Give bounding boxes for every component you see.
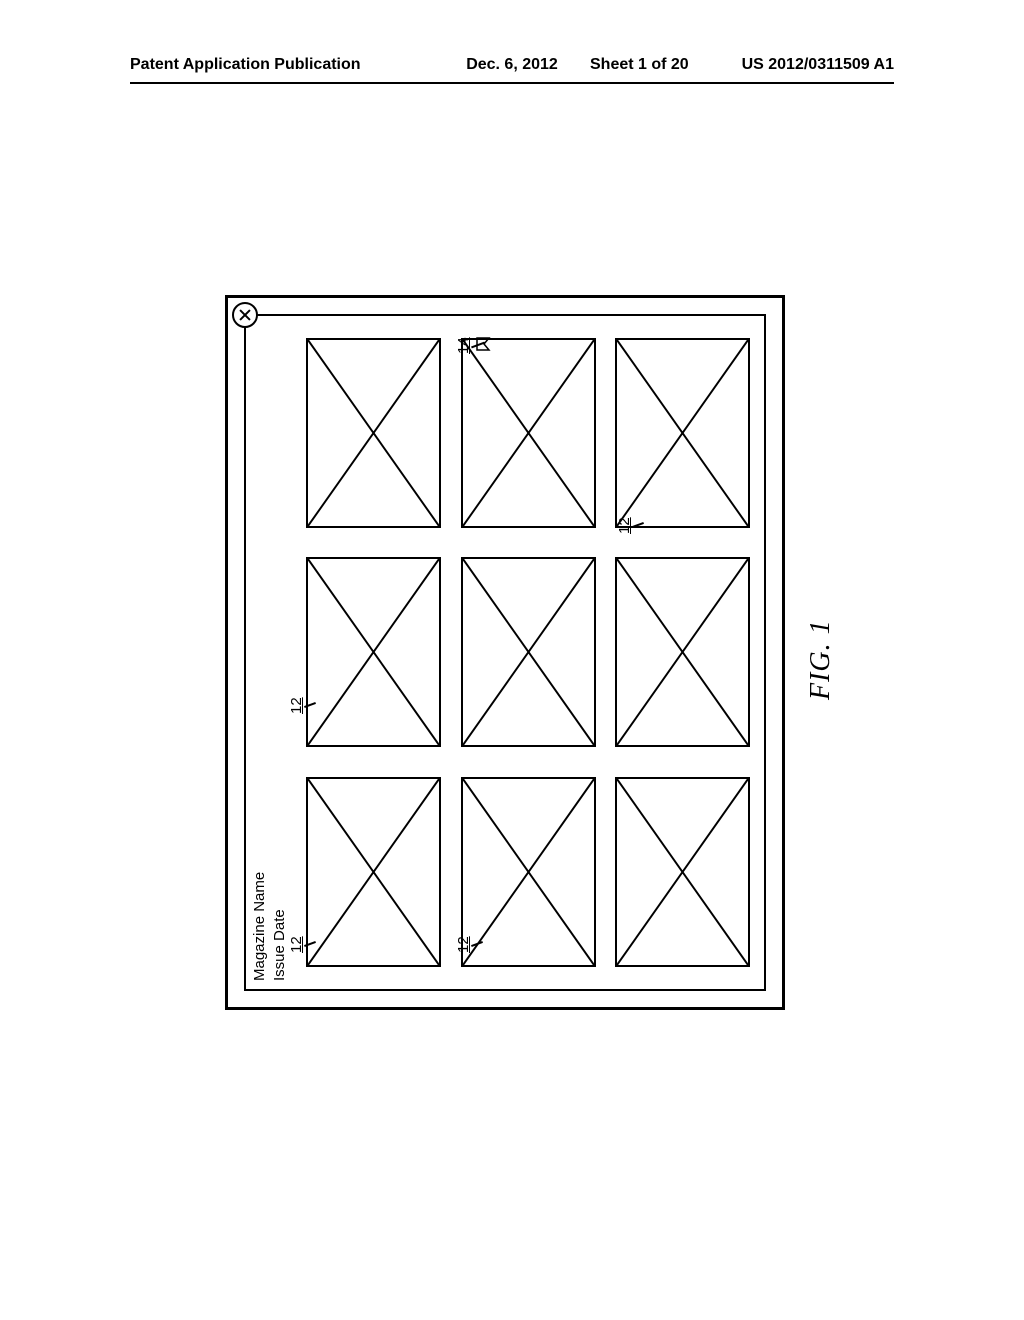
thumbnail-cell[interactable] — [461, 558, 596, 748]
figure-label: FIG. 1 — [805, 619, 837, 700]
figure-area: Magazine Name Issue Date 12 12 12 12 14 — [225, 295, 785, 1010]
thumbnail-cell[interactable] — [461, 338, 596, 528]
magazine-name: Magazine Name — [250, 872, 270, 981]
close-icon[interactable] — [232, 302, 258, 328]
magazine-title: Magazine Name Issue Date — [250, 872, 289, 981]
thumbnail-grid — [306, 338, 750, 967]
header-sheet: Sheet 1 of 20 — [590, 56, 689, 74]
thumbnail-cell[interactable] — [615, 338, 750, 528]
header-rule — [130, 82, 894, 84]
issue-date: Issue Date — [270, 872, 290, 981]
thumbnail-cell[interactable] — [615, 558, 750, 748]
thumbnail-cell[interactable] — [306, 777, 441, 967]
thumbnail-cell[interactable] — [306, 558, 441, 748]
header-publication: Patent Application Publication — [130, 56, 361, 74]
header-date: Dec. 6, 2012 — [466, 56, 558, 74]
grid-row — [306, 338, 441, 967]
patent-page: Patent Application Publication Dec. 6, 2… — [0, 0, 1024, 1320]
grid-row — [461, 338, 596, 967]
rotated-figure: Magazine Name Issue Date 12 12 12 12 14 — [225, 295, 785, 1010]
thumbnail-cell[interactable] — [306, 338, 441, 528]
grid-row — [615, 338, 750, 967]
outer-frame: Magazine Name Issue Date 12 12 12 12 14 — [225, 295, 785, 1010]
thumbnail-cell[interactable] — [461, 777, 596, 967]
ref-12-b: 12 — [288, 697, 305, 714]
header-pubno: US 2012/0311509 A1 — [742, 56, 894, 74]
ref-12-a: 12 — [288, 936, 305, 953]
thumbnail-cell[interactable] — [615, 777, 750, 967]
